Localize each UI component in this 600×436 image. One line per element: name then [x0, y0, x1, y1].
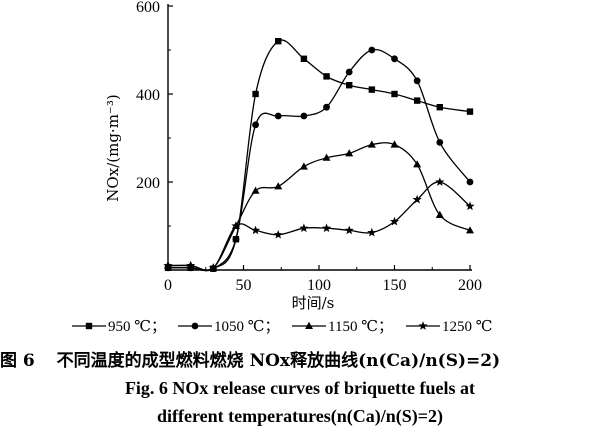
caption-english-line-1: Fig. 6 NOx release curves of briquette f…: [124, 378, 476, 398]
data-point: [323, 73, 330, 80]
data-point: [322, 153, 331, 161]
series-layer: [163, 38, 475, 273]
data-point: [300, 55, 308, 62]
data-point: [231, 221, 241, 230]
data-point: [191, 322, 199, 330]
data-point: [299, 162, 308, 170]
series-circle: [164, 46, 474, 273]
series-star: [163, 177, 475, 272]
y-tick-label: 400: [136, 87, 160, 104]
data-point: [300, 112, 308, 120]
data-point: [413, 160, 422, 168]
caption-chinese-text: 不同温度的成型燃料燃烧 NOx释放曲线(n(Ca)/n(S)=2): [56, 351, 501, 371]
data-point: [435, 210, 444, 218]
series-triangle: [164, 140, 474, 271]
data-point: [465, 201, 475, 211]
data-point: [368, 86, 376, 93]
x-tick-label: 0: [164, 277, 172, 294]
y-tick-label: 600: [136, 0, 160, 16]
chart: 0 50 100 150 200 200 400 600 时间/s NOx/(mg·m⁻³) 95…: [72, 0, 493, 335]
data-point: [345, 68, 353, 76]
x-axis-label: 时间/s: [292, 294, 335, 312]
data-point: [273, 230, 283, 239]
data-point: [391, 90, 398, 98]
data-point: [344, 225, 354, 235]
series-line: [167, 142, 471, 271]
x-tick-label: 50: [236, 277, 252, 294]
legend-label: 1150 ℃；: [328, 319, 393, 335]
data-point: [274, 182, 283, 190]
data-point: [186, 260, 196, 270]
data-point: [466, 178, 474, 186]
data-point: [412, 194, 422, 204]
data-point: [389, 216, 400, 226]
data-point: [367, 227, 377, 237]
data-point: [436, 139, 444, 146]
data-point: [466, 108, 474, 115]
x-tick-label: 100: [307, 277, 331, 294]
data-point: [413, 77, 421, 85]
data-point: [251, 225, 261, 235]
data-point: [208, 263, 218, 272]
y-tick-label: 200: [136, 175, 160, 192]
data-point: [163, 260, 173, 270]
data-point: [232, 235, 240, 243]
data-point: [413, 97, 421, 104]
data-point: [252, 90, 259, 98]
data-point: [436, 104, 443, 111]
legend: 950 ℃； 1050 ℃； 1150 ℃； 1250 ℃: [72, 319, 493, 335]
data-point: [418, 321, 428, 330]
data-point: [251, 186, 260, 194]
legend-label: 1250 ℃: [442, 319, 493, 335]
data-point: [305, 321, 313, 329]
caption-chinese: 图 6 不同温度的成型燃料燃烧 NOx释放曲线(n(Ca)/n(S)=2): [0, 346, 600, 371]
data-point: [274, 112, 282, 120]
y-axis-label: NOx/(mg·m⁻³): [104, 94, 122, 201]
caption-figure-number: 图 6: [0, 351, 35, 371]
data-point: [367, 140, 376, 148]
data-point: [346, 82, 353, 89]
data-point: [275, 38, 282, 45]
x-tick-label: 200: [458, 277, 482, 294]
legend-label: 1050 ℃；: [214, 319, 280, 335]
axes: 0 50 100 150 200 200 400 600 时间/s NOx/(mg·m⁻³): [104, 0, 482, 312]
data-point: [345, 149, 354, 157]
data-point: [323, 103, 330, 111]
caption-english-line-2: different temperatures(n(Ca)/n(S)=2): [156, 406, 444, 426]
data-point: [435, 177, 445, 186]
data-point: [390, 140, 399, 148]
series-square: [164, 38, 474, 272]
data-point: [299, 223, 309, 233]
data-point: [85, 322, 93, 330]
data-point: [321, 223, 332, 233]
data-point: [252, 121, 259, 129]
x-tick-label: 150: [383, 277, 407, 294]
series-line: [167, 181, 471, 271]
data-point: [391, 55, 398, 63]
legend-label: 950 ℃；: [108, 319, 166, 335]
series-line: [167, 39, 471, 272]
data-point: [368, 46, 376, 54]
data-point: [466, 226, 474, 234]
